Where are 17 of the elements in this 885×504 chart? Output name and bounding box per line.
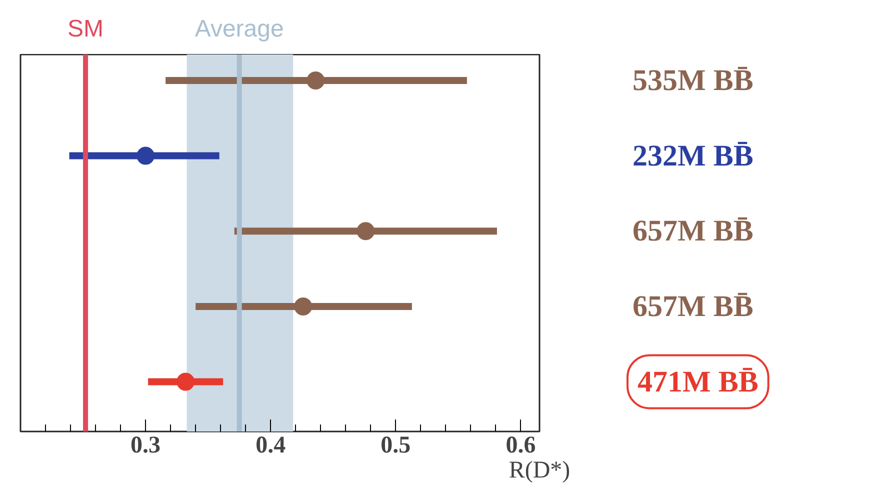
x-tick-label: 0.3 [130, 432, 161, 458]
point [176, 372, 195, 391]
y-tick-label: 232M BB̄ [632, 139, 754, 172]
x-tick-label: 0.6 [506, 432, 536, 458]
point [136, 146, 155, 165]
y-tick-label: 657M BB̄ [632, 290, 754, 323]
x-axis-title: R(D*) [508, 458, 570, 484]
point [294, 297, 312, 316]
x-tick-label: 0.5 [380, 432, 411, 458]
y-tick-label: 657M BB̄ [632, 214, 754, 248]
point [306, 72, 325, 90]
point [356, 222, 375, 240]
y-tick-label: 535M BB̄ [632, 64, 754, 97]
ref-line-label: Average [194, 16, 284, 42]
ref-line-label: SM [68, 16, 104, 42]
y-tick-label: 471M BB̄ [638, 365, 758, 398]
x-tick-label: 0.4 [256, 432, 286, 458]
